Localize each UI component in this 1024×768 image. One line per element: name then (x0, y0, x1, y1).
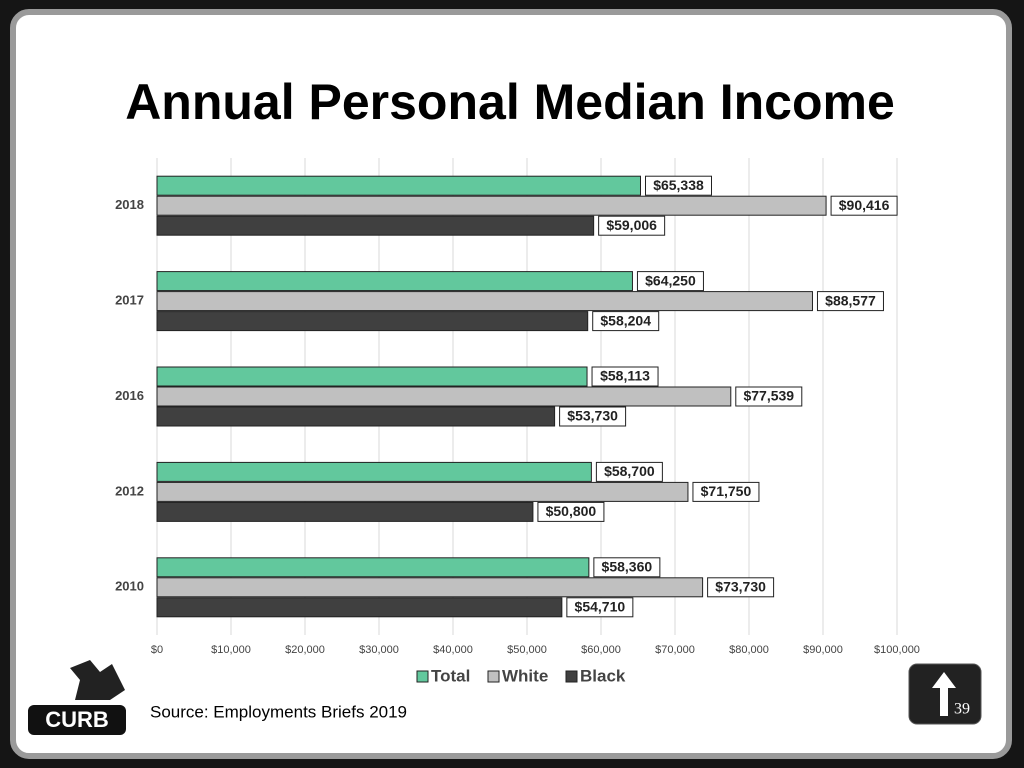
value-label-box (816, 291, 884, 312)
logo-tree (70, 660, 125, 700)
bar (156, 461, 592, 482)
value-label-box (707, 577, 775, 598)
bar (156, 291, 813, 312)
x-tick-label: $40,000 (433, 644, 473, 656)
y-tick-label: 2017 (115, 293, 144, 308)
source: Source: Employments Briefs 2019 (150, 702, 407, 721)
y-tick-label: 2012 (115, 483, 144, 498)
value-label: $54,710 (575, 599, 626, 615)
bar (156, 386, 732, 407)
legend-label: Black (580, 666, 626, 685)
bar (156, 271, 633, 292)
x-tick-label: $0 (151, 644, 163, 656)
x-tick-label: $50,000 (507, 644, 547, 656)
value-label: $58,204 (600, 312, 651, 328)
value-label-box (593, 557, 661, 578)
value-label-box (636, 271, 704, 292)
bar (156, 557, 590, 578)
value-label: $77,539 (743, 388, 794, 404)
legend-label: Total (431, 666, 470, 685)
value-label: $88,577 (825, 292, 876, 308)
page-number: 39 (954, 701, 970, 718)
value-label-box (559, 406, 627, 427)
y-tick-label: 2010 (115, 579, 144, 594)
value-label-box (537, 501, 605, 522)
bar (156, 481, 689, 502)
value-label-box (830, 195, 898, 216)
bar (156, 215, 595, 236)
bar (156, 406, 556, 427)
bar (156, 366, 588, 387)
value-label: $73,730 (715, 579, 766, 595)
x-tick-label: $80,000 (729, 644, 769, 656)
x-tick-label: $60,000 (581, 644, 621, 656)
chart-title: Annual Personal Median Income (125, 74, 895, 130)
value-label: $64,250 (645, 272, 696, 288)
x-tick-label: $20,000 (285, 644, 325, 656)
value-label: $53,730 (567, 408, 618, 424)
bar (156, 311, 589, 332)
value-label-box (692, 481, 760, 502)
bar (156, 577, 704, 598)
logo-badge (28, 705, 126, 735)
value-label: $71,750 (701, 483, 752, 499)
value-label-box (645, 175, 713, 196)
value-label-box (592, 311, 660, 332)
value-label-box (595, 461, 663, 482)
value-label: $58,113 (600, 368, 650, 384)
value-label: $50,800 (546, 503, 597, 519)
value-label: $65,338 (653, 177, 704, 193)
value-label-box (735, 386, 803, 407)
y-tick-label: 2016 (115, 388, 144, 403)
logo: CURB (28, 660, 126, 735)
value-label: $59,006 (606, 217, 657, 233)
x-tick-label: $100,000 (874, 644, 920, 656)
value-label-box (598, 215, 666, 236)
value-label: $58,360 (602, 559, 653, 575)
legend-swatch (416, 670, 429, 683)
x-tick-label: $10,000 (211, 644, 251, 656)
value-label-box (566, 597, 634, 618)
page-badge: 39 (908, 663, 982, 725)
logo-text: CURB (45, 707, 109, 732)
bar (156, 175, 642, 196)
page-arrow (932, 672, 956, 716)
legend-label: White (502, 666, 548, 685)
value-label-box (591, 366, 659, 387)
x-tick-label: $30,000 (359, 644, 399, 656)
bar (156, 501, 534, 522)
legend-swatch (565, 670, 578, 683)
legend-swatch (487, 670, 500, 683)
value-label: $90,416 (839, 197, 890, 213)
bar (156, 195, 827, 216)
value-label: $58,700 (604, 463, 655, 479)
x-tick-label: $90,000 (803, 644, 843, 656)
x-tick-label: $70,000 (655, 644, 695, 656)
bar (156, 597, 563, 618)
y-tick-label: 2018 (115, 197, 144, 212)
